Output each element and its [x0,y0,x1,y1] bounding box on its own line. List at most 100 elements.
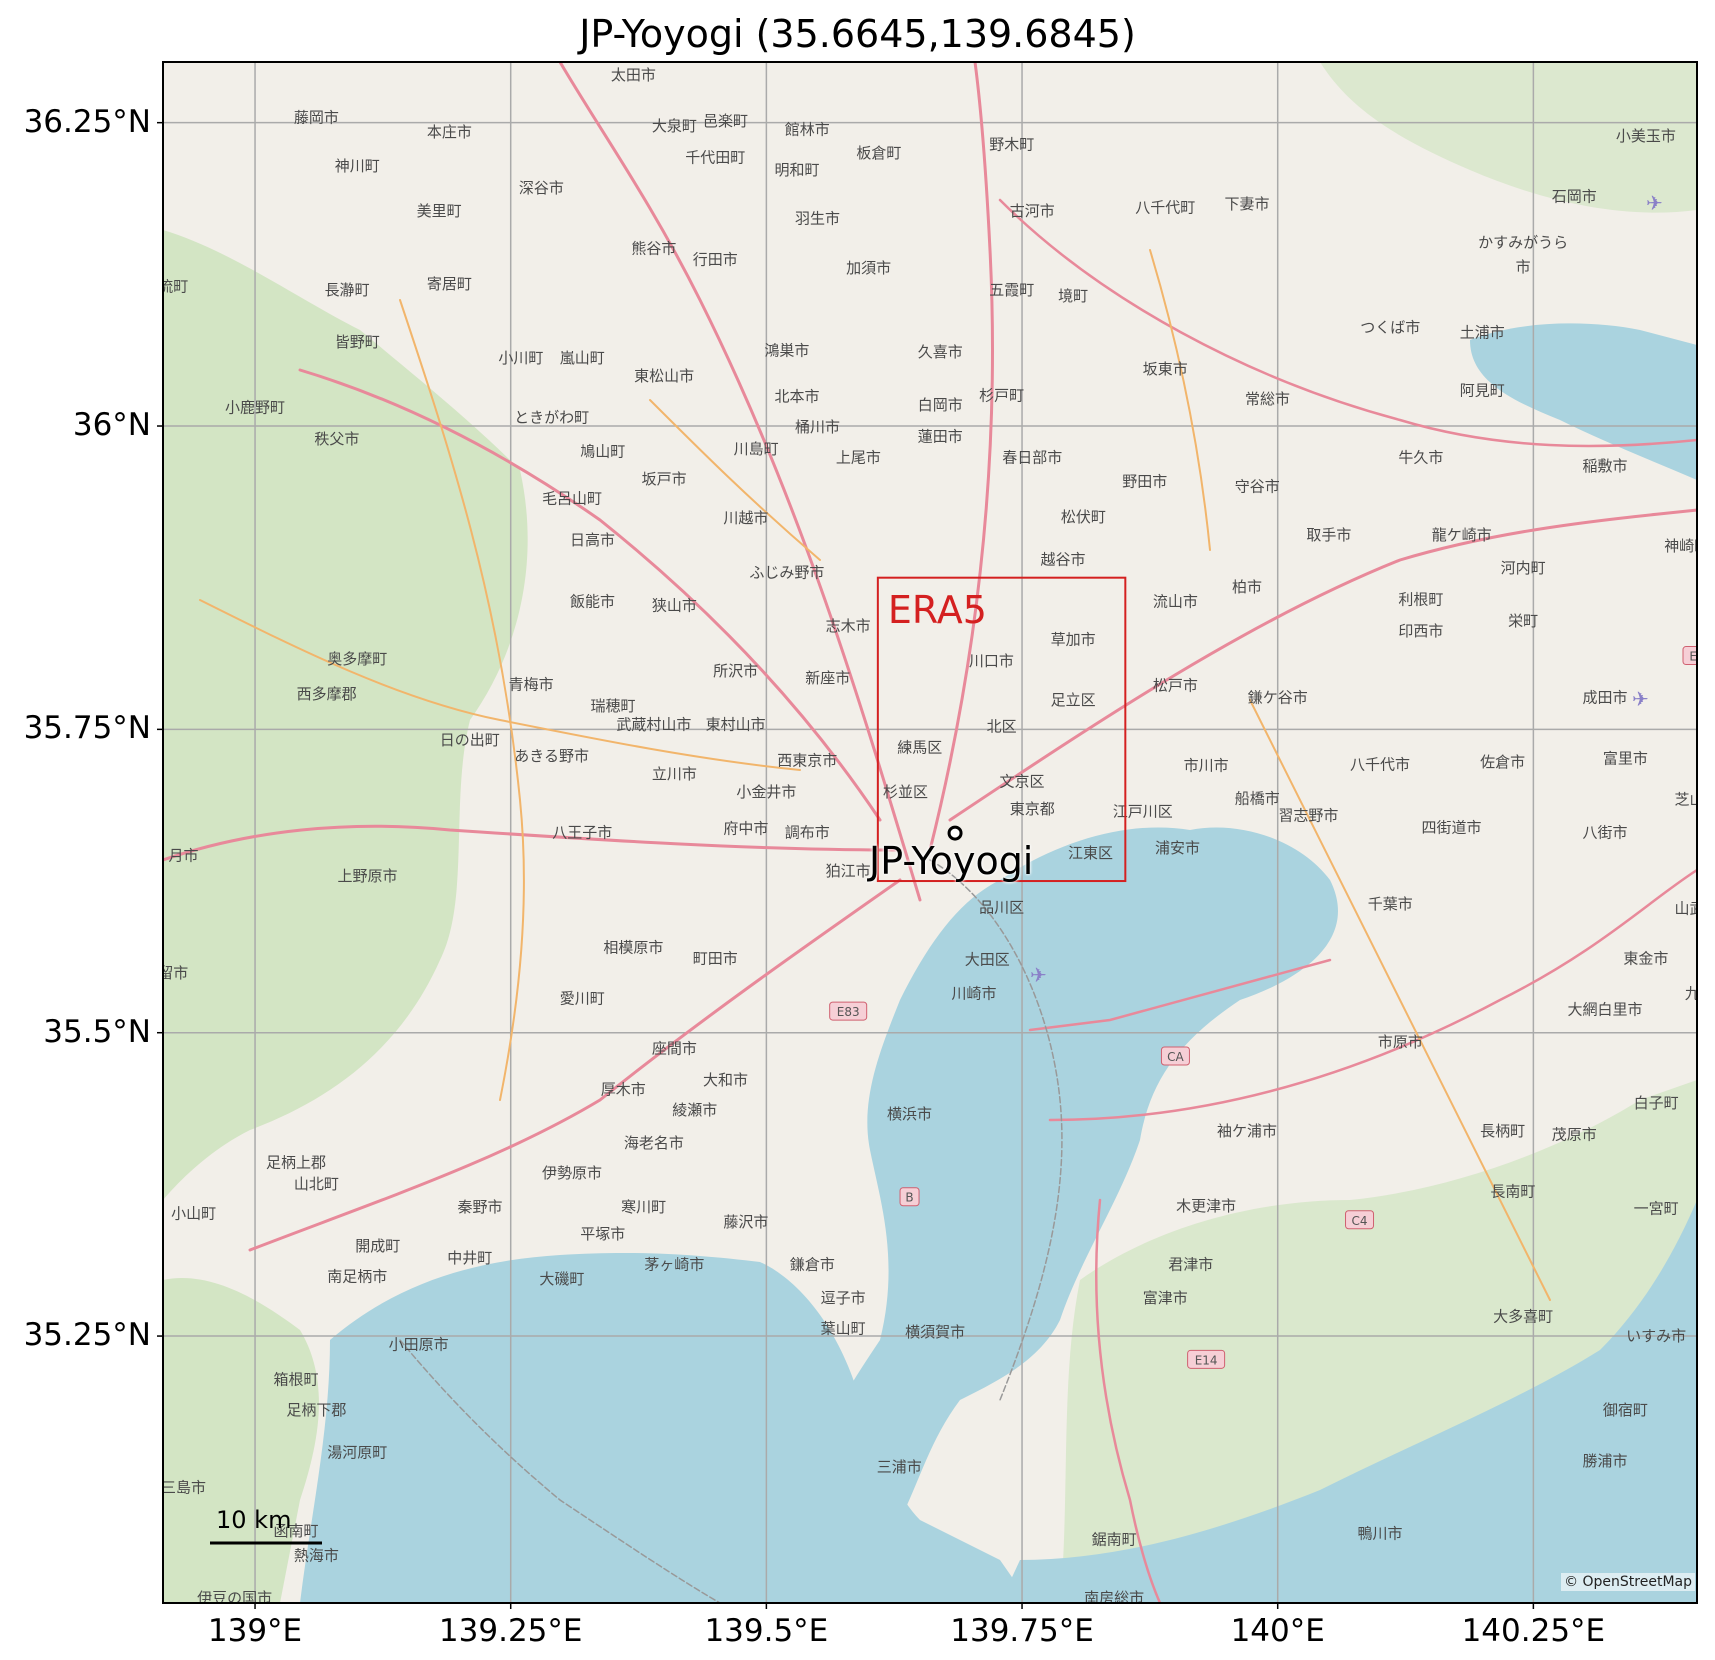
airport-icon: ✈ [1030,963,1047,987]
map-gridlines [163,62,1697,1603]
place-label: 松伏町 [1061,508,1106,526]
place-label: 鳩山町 [580,442,625,460]
place-label: 瑞穂町 [590,697,635,715]
place-label: 寄居町 [427,275,472,293]
place-label: 杉戸町 [979,386,1024,404]
era5-grid-box [876,576,1127,883]
place-label: 江東区 [1068,844,1113,862]
sagami-bay-water [300,1252,1030,1603]
place-label: かすみがうら [1478,234,1568,252]
y-tick-label: 35.25°N [23,1317,151,1354]
place-label: 三島市 [161,1479,206,1497]
place-label: 野田市 [1122,473,1167,491]
place-label: 武蔵村山市 [616,715,691,733]
road-shield: C4 [1345,1210,1375,1230]
place-label: 成田市 [1582,689,1627,707]
place-label: いすみ市 [1626,1327,1686,1345]
place-label: 長南町 [1490,1182,1535,1200]
place-label: 奥多摩町 [327,650,387,668]
place-label: 習志野市 [1278,806,1338,824]
y-tick-label: 36°N [72,407,151,444]
place-label: 久喜市 [918,343,963,361]
place-label: 富里市 [1603,749,1648,767]
place-label: 西多摩郡 [297,685,357,703]
place-label: 明和町 [775,161,820,179]
axis-ticks [157,121,1535,1609]
place-label: 神崎町 [1664,537,1709,555]
svg-text:C4: C4 [1352,1214,1368,1228]
place-label: 流山市 [1153,593,1198,611]
place-label: 小金井市 [736,783,796,801]
place-label: 一宮町 [1634,1199,1679,1217]
place-label: 上野原市 [338,867,398,885]
place-label: 浦安市 [1155,839,1200,857]
place-label: 大和市 [703,1071,748,1089]
place-label: 秦野市 [458,1198,503,1216]
place-label: つくば市 [1360,319,1420,337]
x-tick-label: 139.5°E [704,1613,829,1649]
place-label: 古河市 [1010,202,1055,220]
place-label: 佐倉市 [1480,753,1525,771]
place-label: 伊勢原市 [542,1164,602,1182]
place-label: 小美玉市 [1616,127,1676,145]
place-label: 山北町 [294,1175,339,1193]
x-tick-label: 140.25°E [1461,1613,1606,1649]
place-label: ときがわ町 [514,408,589,426]
forest-area-hakone [163,1278,319,1603]
place-label: 鋸南町 [1092,1531,1137,1549]
place-label: あきる野市 [514,747,589,765]
place-label: 東村山市 [706,715,766,733]
place-label: 市原市 [1378,1033,1423,1051]
road-shield: E5 [1682,646,1697,666]
place-label: 嵐山町 [560,349,605,367]
place-label: 立川市 [652,765,697,783]
place-label: 練馬区 [897,738,942,756]
y-tick-label: 35.75°N [23,710,151,747]
place-label: 八千代町 [1135,198,1195,216]
map-frame [162,61,1698,1604]
place-label: 行田市 [693,251,738,269]
place-label: 袖ケ浦市 [1217,1122,1277,1140]
place-label: 坂戸市 [642,470,687,488]
place-label: 板倉町 [856,144,901,162]
place-label: 草加市 [1051,630,1096,648]
place-label: 新座市 [805,669,850,687]
place-label: 大泉町 [652,117,697,135]
site-label: JP-Yoyogi [869,839,1034,884]
place-label: 千代田町 [685,149,745,167]
svg-text:E14: E14 [1195,1353,1218,1367]
place-label: 大田区 [965,951,1010,969]
place-label: 君津市 [1168,1255,1213,1273]
place-label: 東松山市 [634,367,694,385]
place-label: 川口市 [969,652,1014,670]
place-label: 富津市 [1143,1289,1188,1307]
place-label: 足柄下郡 [286,1401,346,1419]
y-tick-label: 36.25°N [23,103,151,140]
place-label: 逗子市 [821,1289,866,1307]
era5-label: ERA5 [887,587,987,632]
place-label: 北区 [987,718,1017,736]
place-label: 阿見町 [1460,382,1505,400]
place-label: 春日部市 [1002,448,1062,466]
place-label: 八王子市 [552,823,612,841]
place-label: 茅ヶ崎市 [644,1255,704,1273]
place-label: 飯能市 [570,593,615,611]
place-label: 桶川市 [795,418,840,436]
place-label: 町田市 [693,949,738,967]
place-label: 横浜市 [887,1105,932,1123]
place-label: 牛久市 [1398,448,1443,466]
place-label: 八千代市 [1350,755,1410,773]
place-label: 湯河原町 [327,1443,387,1461]
place-label: 取手市 [1306,526,1351,544]
place-label: 月市 [168,846,198,864]
place-label: 境町 [1058,287,1088,305]
road-shield: E14 [1187,1349,1226,1369]
place-label: 開成町 [355,1237,400,1255]
place-label: 守谷市 [1235,477,1280,495]
place-label: 三浦市 [877,1458,922,1476]
place-label: 流町 [158,277,188,295]
place-label: 太田市 [611,66,656,84]
place-label: 加須市 [846,259,891,277]
